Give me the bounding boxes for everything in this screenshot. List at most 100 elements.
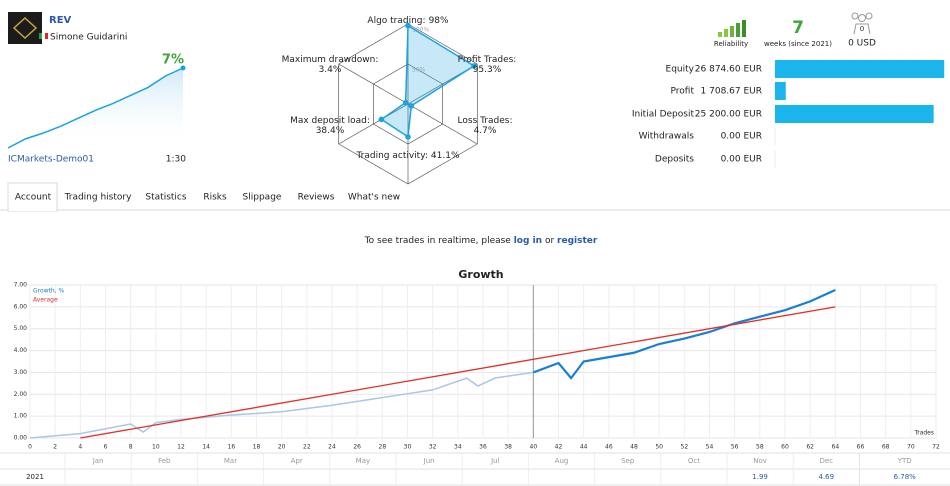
y-tick-label: 0.00 <box>14 435 28 442</box>
radar-label: Maximum drawdown: 3.4% <box>282 55 379 75</box>
growth-history-line <box>29 371 534 439</box>
tab[interactable]: Statistics <box>145 193 186 203</box>
x-tick-label: 56 <box>731 444 739 451</box>
x-tick-label: 42 <box>555 444 563 451</box>
reliability-bar <box>736 23 740 37</box>
x-tick-label: 26 <box>353 444 361 451</box>
x-tick-label: 6 <box>104 444 108 451</box>
month-label: Aug <box>555 457 569 465</box>
subscriber-icon <box>865 12 873 20</box>
tab[interactable]: Risks <box>203 193 227 203</box>
x-tick-label: 62 <box>806 444 814 451</box>
stat-value: 25 200.00 EUR <box>695 110 762 120</box>
signal-name[interactable]: REV <box>49 15 72 26</box>
radar-spoke <box>338 63 409 105</box>
x-tick-label: 72 <box>932 444 940 451</box>
legend-entry: Average <box>33 297 58 304</box>
author[interactable]: Simone Guidarini <box>50 33 127 43</box>
x-tick-label: 64 <box>832 444 840 451</box>
x-tick-label: 48 <box>630 444 638 451</box>
stat-value: 1 708.67 EUR <box>701 87 762 97</box>
month-label: Dec <box>820 457 834 465</box>
tab[interactable]: Account <box>15 193 52 203</box>
x-tick-label: 28 <box>379 444 387 451</box>
stat-bar <box>775 105 934 123</box>
broker[interactable]: ICMarkets-Demo01 <box>8 155 94 165</box>
reliability-label: Reliability <box>714 40 748 48</box>
subscriber-icon <box>851 12 859 20</box>
reliability-bar <box>718 32 722 37</box>
sparkline <box>7 67 184 149</box>
x-tick-label: 58 <box>756 444 764 451</box>
month-label: Nov <box>753 457 767 465</box>
radar-value: 3.4% <box>319 65 342 75</box>
stat-value: 0.00 EUR <box>721 155 762 165</box>
notice-or: or <box>545 236 555 246</box>
x-tick-label: 22 <box>303 444 311 451</box>
x-tick-label: 50 <box>655 444 663 451</box>
radar-value: 98% <box>429 16 449 26</box>
sparkline-area <box>8 68 183 148</box>
flag <box>39 33 42 39</box>
radar-value: 38.4% <box>316 126 345 136</box>
month-value: 1.99 <box>752 473 768 481</box>
radar-point <box>405 134 411 140</box>
month-label: Sep <box>621 457 635 465</box>
tabs: Account Trading history Statistics Risks Sli… <box>15 193 400 203</box>
stat-bar <box>775 82 786 100</box>
x-tick-label: 46 <box>605 444 613 451</box>
radar-point <box>402 99 409 106</box>
x-tick-label: 12 <box>177 444 185 451</box>
radar-label: Loss Trades: 4.7% <box>458 116 513 136</box>
subscriber-icon <box>858 14 866 22</box>
x-tick-label: 4 <box>78 444 82 451</box>
radar-tick-label: 100% <box>412 27 429 34</box>
reliability-bar <box>724 29 728 37</box>
x-tick-label: 30 <box>404 444 412 451</box>
growth-title: Growth <box>458 268 503 281</box>
x-tick-label: 66 <box>857 444 865 451</box>
stat-value: 26 874.60 EUR <box>695 65 762 75</box>
notice-text: To see trades in realtime, please <box>364 236 512 246</box>
average-line <box>80 306 836 439</box>
x-tick-label: 14 <box>202 444 210 451</box>
tab[interactable]: Slippage <box>243 193 282 203</box>
x-tick-label: 0 <box>28 444 32 451</box>
tab[interactable]: Trading history <box>64 193 133 203</box>
radar-category: Trading activity: <box>355 151 427 161</box>
stat-label: Equity <box>666 65 695 75</box>
y-tick-label: 4.00 <box>14 347 28 354</box>
login-link[interactable]: log in <box>514 236 542 246</box>
radar-point <box>471 63 477 69</box>
weeks: 7 <box>792 18 804 38</box>
stat-label: Initial Deposit <box>632 110 695 120</box>
x-tick-label: 38 <box>504 444 512 451</box>
radar-value: 4.7% <box>474 126 497 136</box>
x-tick-label: 20 <box>278 444 286 451</box>
charts: Jan Feb Mar Apr May Jun Jul Aug Sep Oct Nov 1.99 Dec… <box>0 16 950 486</box>
radar-value: 95.3% <box>473 65 502 75</box>
radar-point <box>405 22 411 29</box>
stat-label: Profit <box>671 87 695 97</box>
month-label: Jun <box>423 457 435 465</box>
radar-label: Algo trading: 98% <box>367 16 449 26</box>
radar-value: 41.1% <box>431 151 460 161</box>
reliability-bar <box>742 20 746 37</box>
radar-category: Loss Trades: <box>458 116 513 126</box>
subscribers-value: 0 USD <box>848 39 876 49</box>
tab[interactable]: Reviews <box>298 193 335 203</box>
radar-category: Max deposit load: <box>290 116 370 126</box>
subscriber-icon <box>853 23 871 35</box>
radar-category: Profit Trades: <box>458 55 517 65</box>
x-tick-label: 32 <box>429 444 437 451</box>
register-link[interactable]: register <box>557 236 598 246</box>
month-label: Feb <box>158 457 171 465</box>
x-tick-label: 40 <box>530 444 538 451</box>
radar-label: Profit Trades: 95.3% <box>458 55 517 75</box>
month-label: Apr <box>291 457 303 465</box>
radar-point <box>408 103 415 109</box>
flag <box>41 32 46 40</box>
tab[interactable]: What's new <box>348 193 400 203</box>
